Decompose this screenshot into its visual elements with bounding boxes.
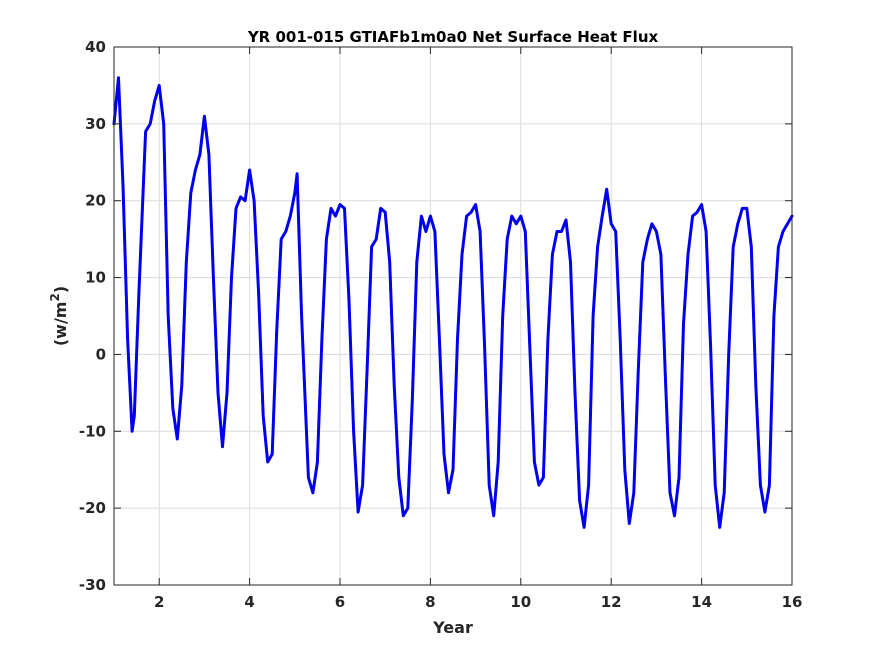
plot-area	[114, 47, 792, 585]
x-tick-label: 16	[782, 593, 803, 611]
tick-marks	[114, 46, 793, 586]
tick-labels: 2 4 6 8 10 12 14 16 -30 -20 -10 0 10 20 30 40	[79, 38, 803, 611]
y-tick-label: -30	[79, 576, 106, 594]
y-axis-label: (w/m2)	[48, 286, 70, 346]
x-tick-label: 12	[601, 593, 622, 611]
y-tick-label: 20	[85, 192, 106, 210]
axes-box	[113, 46, 793, 586]
x-tick-label: 8	[425, 593, 435, 611]
y-tick-label: -10	[79, 422, 106, 440]
y-tick-label: 10	[85, 269, 106, 287]
series-line	[112, 76, 794, 529]
chart-title: YR 001-015 GTIAFb1m0a0 Net Surface Heat …	[247, 28, 659, 46]
y-tick-label: 30	[85, 115, 106, 133]
x-tick-label: 4	[244, 593, 254, 611]
y-axis-label-sup: 2	[48, 293, 62, 301]
x-tick-label: 10	[510, 593, 531, 611]
y-tick-label: 0	[96, 345, 106, 363]
y-tick-label: 40	[85, 38, 106, 56]
y-axis-label-end: )	[51, 286, 70, 293]
x-axis-label: Year	[432, 618, 473, 637]
x-tick-label: 6	[335, 593, 345, 611]
x-tick-label: 2	[154, 593, 164, 611]
series-group	[112, 76, 794, 529]
y-tick-label: -20	[79, 499, 106, 517]
x-tick-label: 14	[691, 593, 712, 611]
y-axis-label-main: (w/m	[51, 302, 70, 347]
